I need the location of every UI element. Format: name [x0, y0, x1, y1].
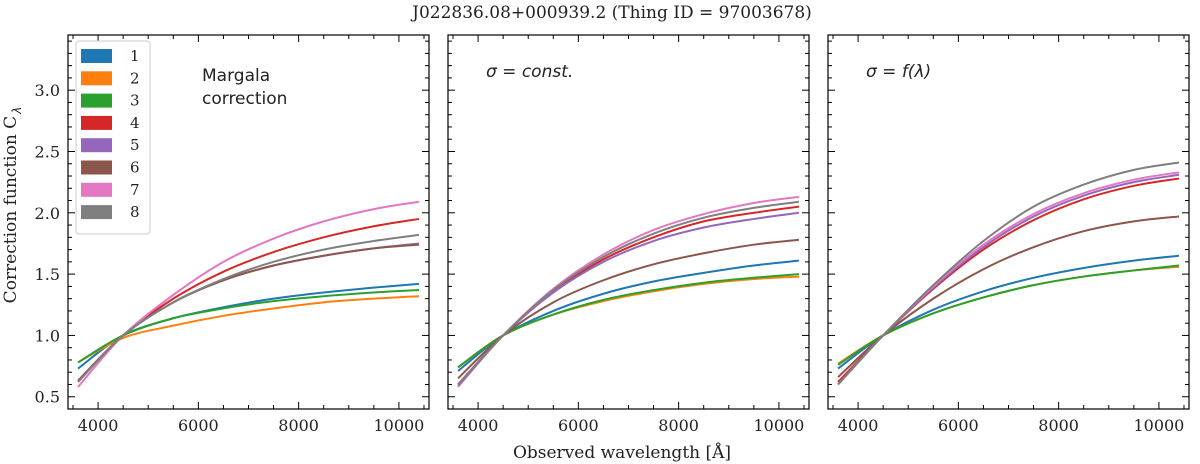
ticks — [68, 35, 429, 409]
panels: 4000 6000 8000 10000 0.5 1.0 1.5 2.0 2.5 3.0 Marga… — [35, 34, 1190, 435]
legend-swatch-5 — [81, 138, 112, 153]
x-tick-label: 8000 — [1038, 416, 1079, 435]
series-group — [457, 195, 800, 388]
x-tick-label: 10000 — [373, 416, 424, 435]
panel-2: 4000 6000 8000 10000 σ = const. — [447, 34, 810, 435]
y-tick-label: 3.0 — [35, 81, 60, 100]
x-tick-label: 10000 — [753, 416, 804, 435]
series-line-4 — [837, 177, 1180, 383]
figure-title: J022836.08+000939.2 (Thing ID = 97003678… — [410, 3, 812, 23]
legend-swatch-4 — [81, 115, 112, 130]
series-line-5 — [837, 173, 1180, 386]
x-tick-label: 8000 — [658, 416, 699, 435]
series-line-8 — [77, 233, 420, 383]
series-line-2 — [77, 295, 420, 364]
x-tick-label: 10000 — [1133, 416, 1184, 435]
series-line-2 — [457, 275, 800, 369]
legend-label-1: 1 — [130, 47, 140, 65]
x-tick-label: 4000 — [78, 416, 119, 435]
legend-label-7: 7 — [130, 181, 140, 199]
y-tick-label: 0.5 — [35, 388, 60, 407]
series-group — [77, 200, 420, 388]
panel-annotation: σ = const. — [486, 62, 573, 82]
legend-label-2: 2 — [130, 69, 140, 87]
legend-swatch-7 — [81, 182, 112, 197]
legend-swatch-8 — [81, 205, 112, 220]
plot-frame — [447, 34, 810, 410]
ticks — [828, 35, 1189, 409]
panel-1: 4000 6000 8000 10000 0.5 1.0 1.5 2.0 2.5 3.0 Marga… — [35, 34, 430, 435]
series-line-2 — [837, 265, 1180, 365]
x-tick-label: 8000 — [278, 416, 319, 435]
series-line-7 — [457, 195, 800, 388]
series-line-6 — [837, 215, 1180, 378]
series-line-1 — [77, 282, 420, 370]
legend-label-3: 3 — [130, 92, 140, 110]
y-tick-label: 2.0 — [35, 204, 60, 223]
x-tick-label: 6000 — [558, 416, 599, 435]
series-line-5 — [457, 211, 800, 386]
series-line-8 — [457, 200, 800, 387]
ticks — [448, 35, 809, 409]
legend-label-8: 8 — [130, 203, 140, 221]
panel-annotation: σ = f(λ) — [866, 62, 931, 82]
legend-label-4: 4 — [130, 114, 140, 132]
legend-swatch-2 — [81, 71, 112, 86]
series-line-6 — [457, 238, 800, 380]
legend-label-5: 5 — [130, 136, 140, 154]
panel-annotation-line1: Margala — [202, 66, 270, 86]
legend-label-6: 6 — [130, 159, 140, 177]
plot-frame — [827, 34, 1190, 410]
series-line-3 — [77, 289, 420, 364]
legend-swatch-6 — [81, 160, 112, 175]
legend-swatch-1 — [81, 49, 112, 63]
plot-frame — [67, 34, 430, 410]
y-axis-label-main: Correction function C — [1, 116, 21, 304]
x-axis-label: Observed wavelength [Å] — [513, 442, 731, 463]
x-tick-label: 4000 — [458, 416, 499, 435]
x-tick-label: 6000 — [938, 416, 979, 435]
y-tick-label: 1.0 — [35, 326, 60, 345]
legend-swatch-3 — [81, 93, 112, 108]
series-line-1 — [457, 259, 800, 372]
panel-annotation-line2: correction — [202, 89, 287, 109]
y-tick-label: 2.5 — [35, 142, 60, 161]
x-tick-label: 6000 — [178, 416, 219, 435]
series-line-3 — [837, 264, 1180, 366]
legend: 1 2 3 4 5 6 7 8 — [75, 40, 151, 235]
x-tick-label: 4000 — [838, 416, 879, 435]
series-line-1 — [837, 254, 1180, 370]
series-line-8 — [837, 161, 1180, 386]
series-group — [837, 161, 1180, 386]
series-line-7 — [837, 171, 1180, 386]
y-axis-label: Correction function Cλ — [1, 107, 24, 304]
y-axis-label-subscript: λ — [10, 107, 24, 115]
panel-3: 4000 6000 8000 10000 σ = f(λ) — [827, 34, 1190, 435]
y-tick-label: 1.5 — [35, 265, 60, 284]
